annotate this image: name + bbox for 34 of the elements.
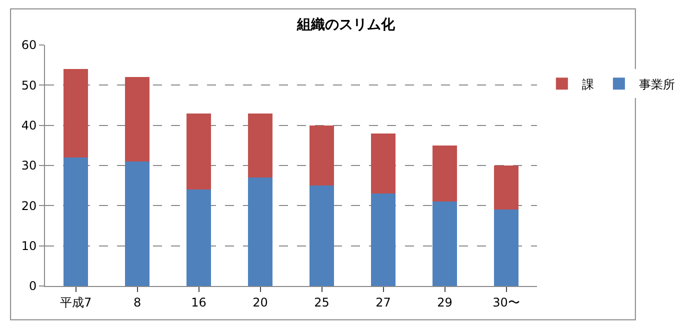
bar xyxy=(124,77,150,162)
bar xyxy=(309,125,334,186)
y-tick-label: 40 xyxy=(21,118,37,133)
y-tick-label: 50 xyxy=(21,78,37,92)
bar xyxy=(494,166,519,210)
x-tick-label: 20 xyxy=(252,295,268,310)
y-tick-label: 0 xyxy=(28,279,37,294)
bar xyxy=(63,157,88,286)
bar xyxy=(309,186,334,286)
bar xyxy=(494,210,519,286)
x-tick-label: 30〜 xyxy=(492,295,520,310)
chart-title: 組織のスリム化 xyxy=(296,17,396,34)
y-tick-label: 30 xyxy=(21,158,37,173)
x-tick-label: 27 xyxy=(376,295,391,310)
bar xyxy=(186,113,212,190)
y-tick-label: 10 xyxy=(21,239,37,254)
bar xyxy=(248,113,273,178)
bar xyxy=(432,202,458,286)
y-tick-label: 20 xyxy=(21,198,37,213)
legend-label: 課 xyxy=(582,77,594,92)
bar xyxy=(63,69,88,158)
bar xyxy=(186,190,212,286)
x-tick-label: 16 xyxy=(191,295,206,310)
bar xyxy=(370,194,396,286)
legend-label: 事業所 xyxy=(638,77,675,92)
y-tick-label: 60 xyxy=(21,38,37,52)
x-tick-label: 29 xyxy=(437,295,452,310)
bar xyxy=(248,178,273,286)
bar xyxy=(370,133,396,194)
bar xyxy=(432,145,458,202)
x-tick-label: 8 xyxy=(133,295,142,310)
x-tick-label: 25 xyxy=(314,295,330,310)
bar xyxy=(124,161,150,286)
x-tick-label: 平成7 xyxy=(60,295,92,310)
